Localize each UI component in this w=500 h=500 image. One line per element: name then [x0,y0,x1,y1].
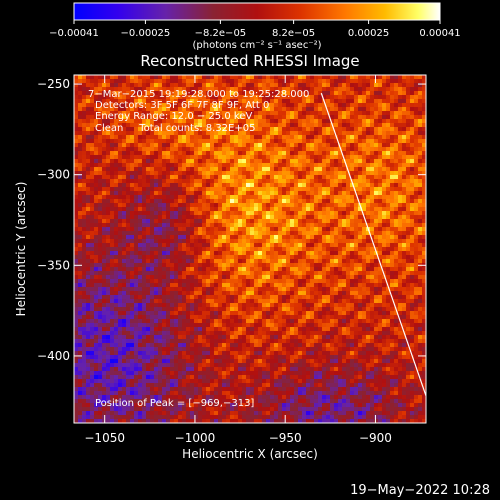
plot-frame [73,74,427,424]
x-tick-label: −1050 [84,431,125,445]
annotation-block: 7−Mar−2015 19:19:28.000 to 19:25:28.000 … [88,89,309,134]
colorbar-tick-label: −8.2e−05 [195,28,247,39]
annotation-energy-range: Energy Range: 12.0 − 25.0 keV [95,111,252,122]
heatmap-image [74,75,426,423]
annotation-clean-total-counts: Clean Total counts: 8.32E+05 [95,123,255,134]
colorbar-gradient [73,2,441,21]
y-tick-label: −350 [37,258,70,272]
y-tick-label: −250 [37,77,70,91]
date-stamp: 19−May−2022 10:28 [350,483,490,498]
colorbar-tick-label: 0.00025 [348,28,389,39]
colorbar-tick-label: −0.00025 [121,28,171,39]
x-axis-label: Heliocentric X (arcsec) [182,447,318,461]
annotation-detectors: Detectors: 3F 5F 6F 7F 8F 9F, Att 0 [95,100,269,111]
y-tick-label: −400 [37,349,70,363]
colorbar-ticks: −0.00041 −0.00025 −8.2e−05 8.2e−05 0.00025 0.… [49,20,461,39]
y-axis-ticks: −250 −300 −350 −400 [37,77,426,363]
colorbar: −0.00041 −0.00025 −8.2e−05 8.2e−05 0.00025 0.… [49,2,461,51]
x-tick-label: −1000 [175,431,216,445]
colorbar-tick-label: 8.2e−05 [272,28,315,39]
chart-title: Reconstructed RHESSI Image [140,52,359,70]
x-axis-ticks: −1050 −1000 −950 −900 [84,75,392,445]
y-axis-label: Heliocentric Y (arcsec) [14,182,28,317]
colorbar-tick-label: 0.00041 [419,28,460,39]
colorbar-tick-label: −0.00041 [49,28,99,39]
x-tick-label: −950 [269,431,302,445]
annotation-time-range: 7−Mar−2015 19:19:28.000 to 19:25:28.000 [88,89,309,100]
x-tick-label: −900 [359,431,392,445]
peak-position-label: Position of Peak = [−969,−313] [95,398,254,409]
y-tick-label: −300 [37,168,70,182]
colorbar-units-label: (photons cm⁻² s⁻¹ asec⁻²) [192,40,321,51]
solar-limb-line [320,92,426,397]
